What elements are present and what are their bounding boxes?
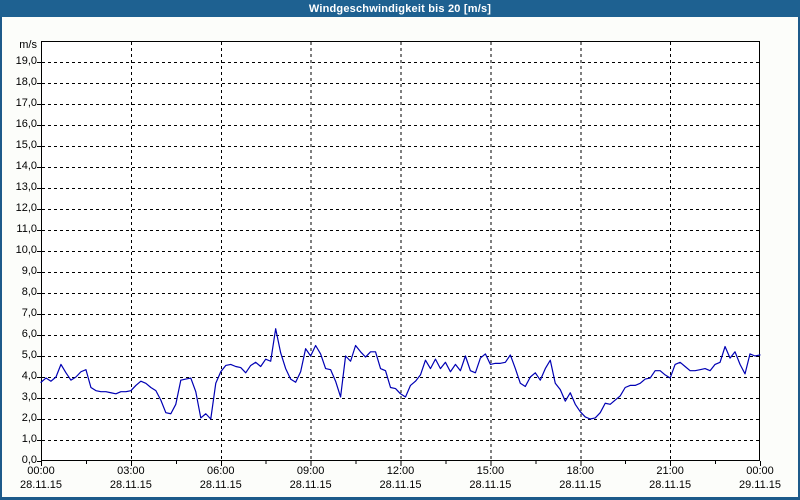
x-axis-date-label: 29.11.15 <box>738 479 781 491</box>
x-axis-time-label: 15:00 <box>476 465 505 477</box>
x-axis-time-label: 00:00 <box>27 465 55 477</box>
y-axis-label: 13,0 <box>15 181 37 193</box>
x-axis-date-label: 28.11.15 <box>559 479 602 491</box>
x-axis-time-label: 21:00 <box>656 465 684 477</box>
x-axis-time-label: 03:00 <box>117 465 145 477</box>
chart-title-bar: Windgeschwindigkeit bis 20 [m/s] <box>0 0 800 17</box>
y-axis-label: 2,0 <box>21 412 37 424</box>
y-axis-label: 10,0 <box>15 244 37 256</box>
y-axis-label: 16,0 <box>15 118 37 130</box>
x-axis-date-label: 28.11.15 <box>469 479 512 491</box>
y-axis-label: 11,0 <box>16 223 37 235</box>
x-axis-date-label: 28.11.15 <box>19 479 62 491</box>
x-axis-time-label: 00:00 <box>746 465 774 477</box>
x-axis-time-label: 18:00 <box>566 465 595 477</box>
y-axis-label: 8,0 <box>21 286 37 298</box>
y-axis-label: 7,0 <box>21 307 37 319</box>
y-axis-label: 9,0 <box>21 265 37 277</box>
y-axis-label: 14,0 <box>15 160 37 172</box>
y-axis-label: 6,0 <box>21 328 37 340</box>
y-axis-label: 3,0 <box>21 391 37 403</box>
y-axis-unit-label: m/s <box>19 39 37 51</box>
x-axis-date-label: 28.11.15 <box>649 479 692 491</box>
y-axis-label: 4,0 <box>21 370 37 382</box>
y-axis-label: 0,0 <box>21 454 37 466</box>
y-axis-label: 1,0 <box>21 433 37 445</box>
y-axis-label: 5,0 <box>21 349 37 361</box>
y-axis-label: 12,0 <box>15 202 37 214</box>
y-axis-label: 15,0 <box>15 139 37 151</box>
x-axis-date-label: 28.11.15 <box>289 479 332 491</box>
x-axis-time-label: 12:00 <box>386 465 415 477</box>
x-axis-date-label: 28.11.15 <box>379 479 422 491</box>
y-axis-label: 18,0 <box>15 76 37 88</box>
x-axis-time-label: 06:00 <box>206 465 235 477</box>
y-axis-label: 19,0 <box>15 55 37 67</box>
chart-title: Windgeschwindigkeit bis 20 [m/s] <box>308 2 492 15</box>
x-axis-date-label: 28.11.15 <box>199 479 242 491</box>
y-axis-label: 17,0 <box>15 97 37 109</box>
x-axis-time-label: 09:00 <box>296 465 325 477</box>
x-axis-date-label: 28.11.15 <box>109 479 152 491</box>
